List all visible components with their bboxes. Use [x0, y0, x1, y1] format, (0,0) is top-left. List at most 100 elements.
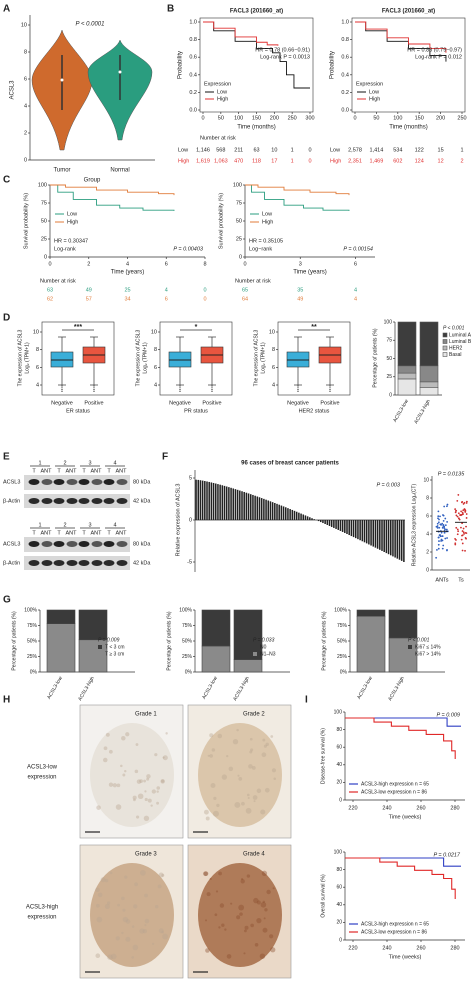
dot: [443, 527, 446, 529]
rect: [313, 519, 315, 520]
texture: [270, 947, 276, 953]
legend-label: High: [262, 219, 273, 225]
y-tick-label: 25: [41, 236, 47, 242]
band: [28, 560, 40, 566]
dot: [442, 525, 445, 527]
texture: [216, 803, 220, 808]
label: 4: [354, 296, 357, 302]
texture: [107, 954, 113, 960]
x-tick-label: 220: [348, 945, 357, 951]
label: 1: [291, 147, 294, 153]
dot: [464, 531, 467, 534]
dot: [465, 517, 468, 519]
legend-title: Expression: [204, 81, 231, 87]
texture: [121, 896, 125, 901]
label: *: [195, 324, 198, 331]
y-tick-label: 100: [38, 182, 47, 188]
legend-label: N0: [260, 644, 267, 650]
rect: [356, 615, 386, 673]
texture: [263, 744, 267, 748]
label: High: [330, 158, 341, 164]
y-tick-label: 50%: [27, 638, 38, 644]
plot-title: 96 cases of breast cancer patients: [241, 461, 339, 467]
rect: [214, 483, 217, 520]
x-tick-label: Negative: [169, 400, 191, 406]
dot: [441, 526, 444, 529]
y-tick-label: 10: [33, 329, 39, 335]
texture: [215, 890, 219, 893]
dot: [461, 522, 463, 525]
rect: [256, 496, 259, 520]
legend-label: Low: [67, 211, 77, 217]
y-tick-label: 100%: [179, 607, 192, 613]
label: 4: [165, 287, 168, 293]
texture: [136, 815, 140, 819]
label: ACSL3-high: [26, 905, 58, 911]
legend-label: Ki67 ≤ 14%: [415, 644, 441, 650]
label: 602: [393, 158, 402, 164]
label: 534: [393, 147, 402, 153]
texture: [135, 743, 139, 746]
label: P = 0.00154: [343, 246, 373, 252]
texture: [244, 925, 249, 930]
panel-letter: B: [167, 4, 174, 15]
texture: [248, 764, 253, 769]
label: P < 0.001: [408, 637, 430, 643]
rect: [383, 520, 385, 553]
band: [103, 498, 115, 504]
y-tick-label: 4: [272, 382, 275, 388]
band: [53, 560, 65, 566]
x-tick-label: ACSL3-low: [46, 675, 64, 700]
rect: [245, 492, 248, 520]
x-tick-label: 280: [450, 945, 459, 951]
rect: [253, 645, 257, 649]
outlier: [329, 387, 331, 389]
rect: [289, 509, 291, 520]
rect: [374, 520, 377, 548]
label: 470: [234, 158, 243, 164]
band: [78, 541, 90, 547]
dot: [455, 509, 458, 512]
texture: [116, 783, 121, 788]
texture: [241, 801, 245, 806]
band: [103, 541, 115, 547]
rect: [381, 520, 383, 551]
label: 57: [86, 296, 92, 302]
label: 122: [415, 147, 424, 153]
texture: [151, 942, 155, 945]
label: P = 0.003: [377, 482, 401, 488]
texture: [251, 765, 256, 770]
survival-curve: [345, 717, 456, 759]
dot: [464, 536, 467, 539]
texture: [226, 754, 229, 758]
label: 17: [271, 158, 277, 164]
rect: [233, 659, 263, 673]
texture: [238, 904, 245, 911]
texture: [273, 777, 276, 780]
dot: [455, 539, 457, 541]
label: 34: [124, 296, 130, 302]
y-tick-label: 25: [236, 236, 242, 242]
band: [66, 541, 78, 547]
legend-label: Ki67 > 14%: [415, 651, 441, 657]
texture: [115, 936, 120, 941]
dot: [465, 525, 467, 528]
texture: [212, 810, 219, 817]
rect: [254, 495, 256, 520]
band: [41, 498, 53, 504]
dot: [454, 543, 457, 546]
rect: [274, 502, 276, 520]
outlier: [179, 385, 181, 387]
texture: [143, 815, 150, 821]
x-tick-label: 250: [288, 115, 297, 121]
rect: [78, 609, 108, 641]
label: 49: [297, 296, 303, 302]
outlier: [297, 387, 299, 389]
x-axis-label: Time (weeks): [389, 954, 422, 960]
y-tick-label: 20: [336, 780, 342, 786]
label: expression: [27, 775, 56, 781]
label: 0: [203, 287, 206, 293]
texture: [249, 750, 253, 754]
x-tick-label: 4: [126, 261, 129, 267]
texture: [230, 902, 233, 905]
